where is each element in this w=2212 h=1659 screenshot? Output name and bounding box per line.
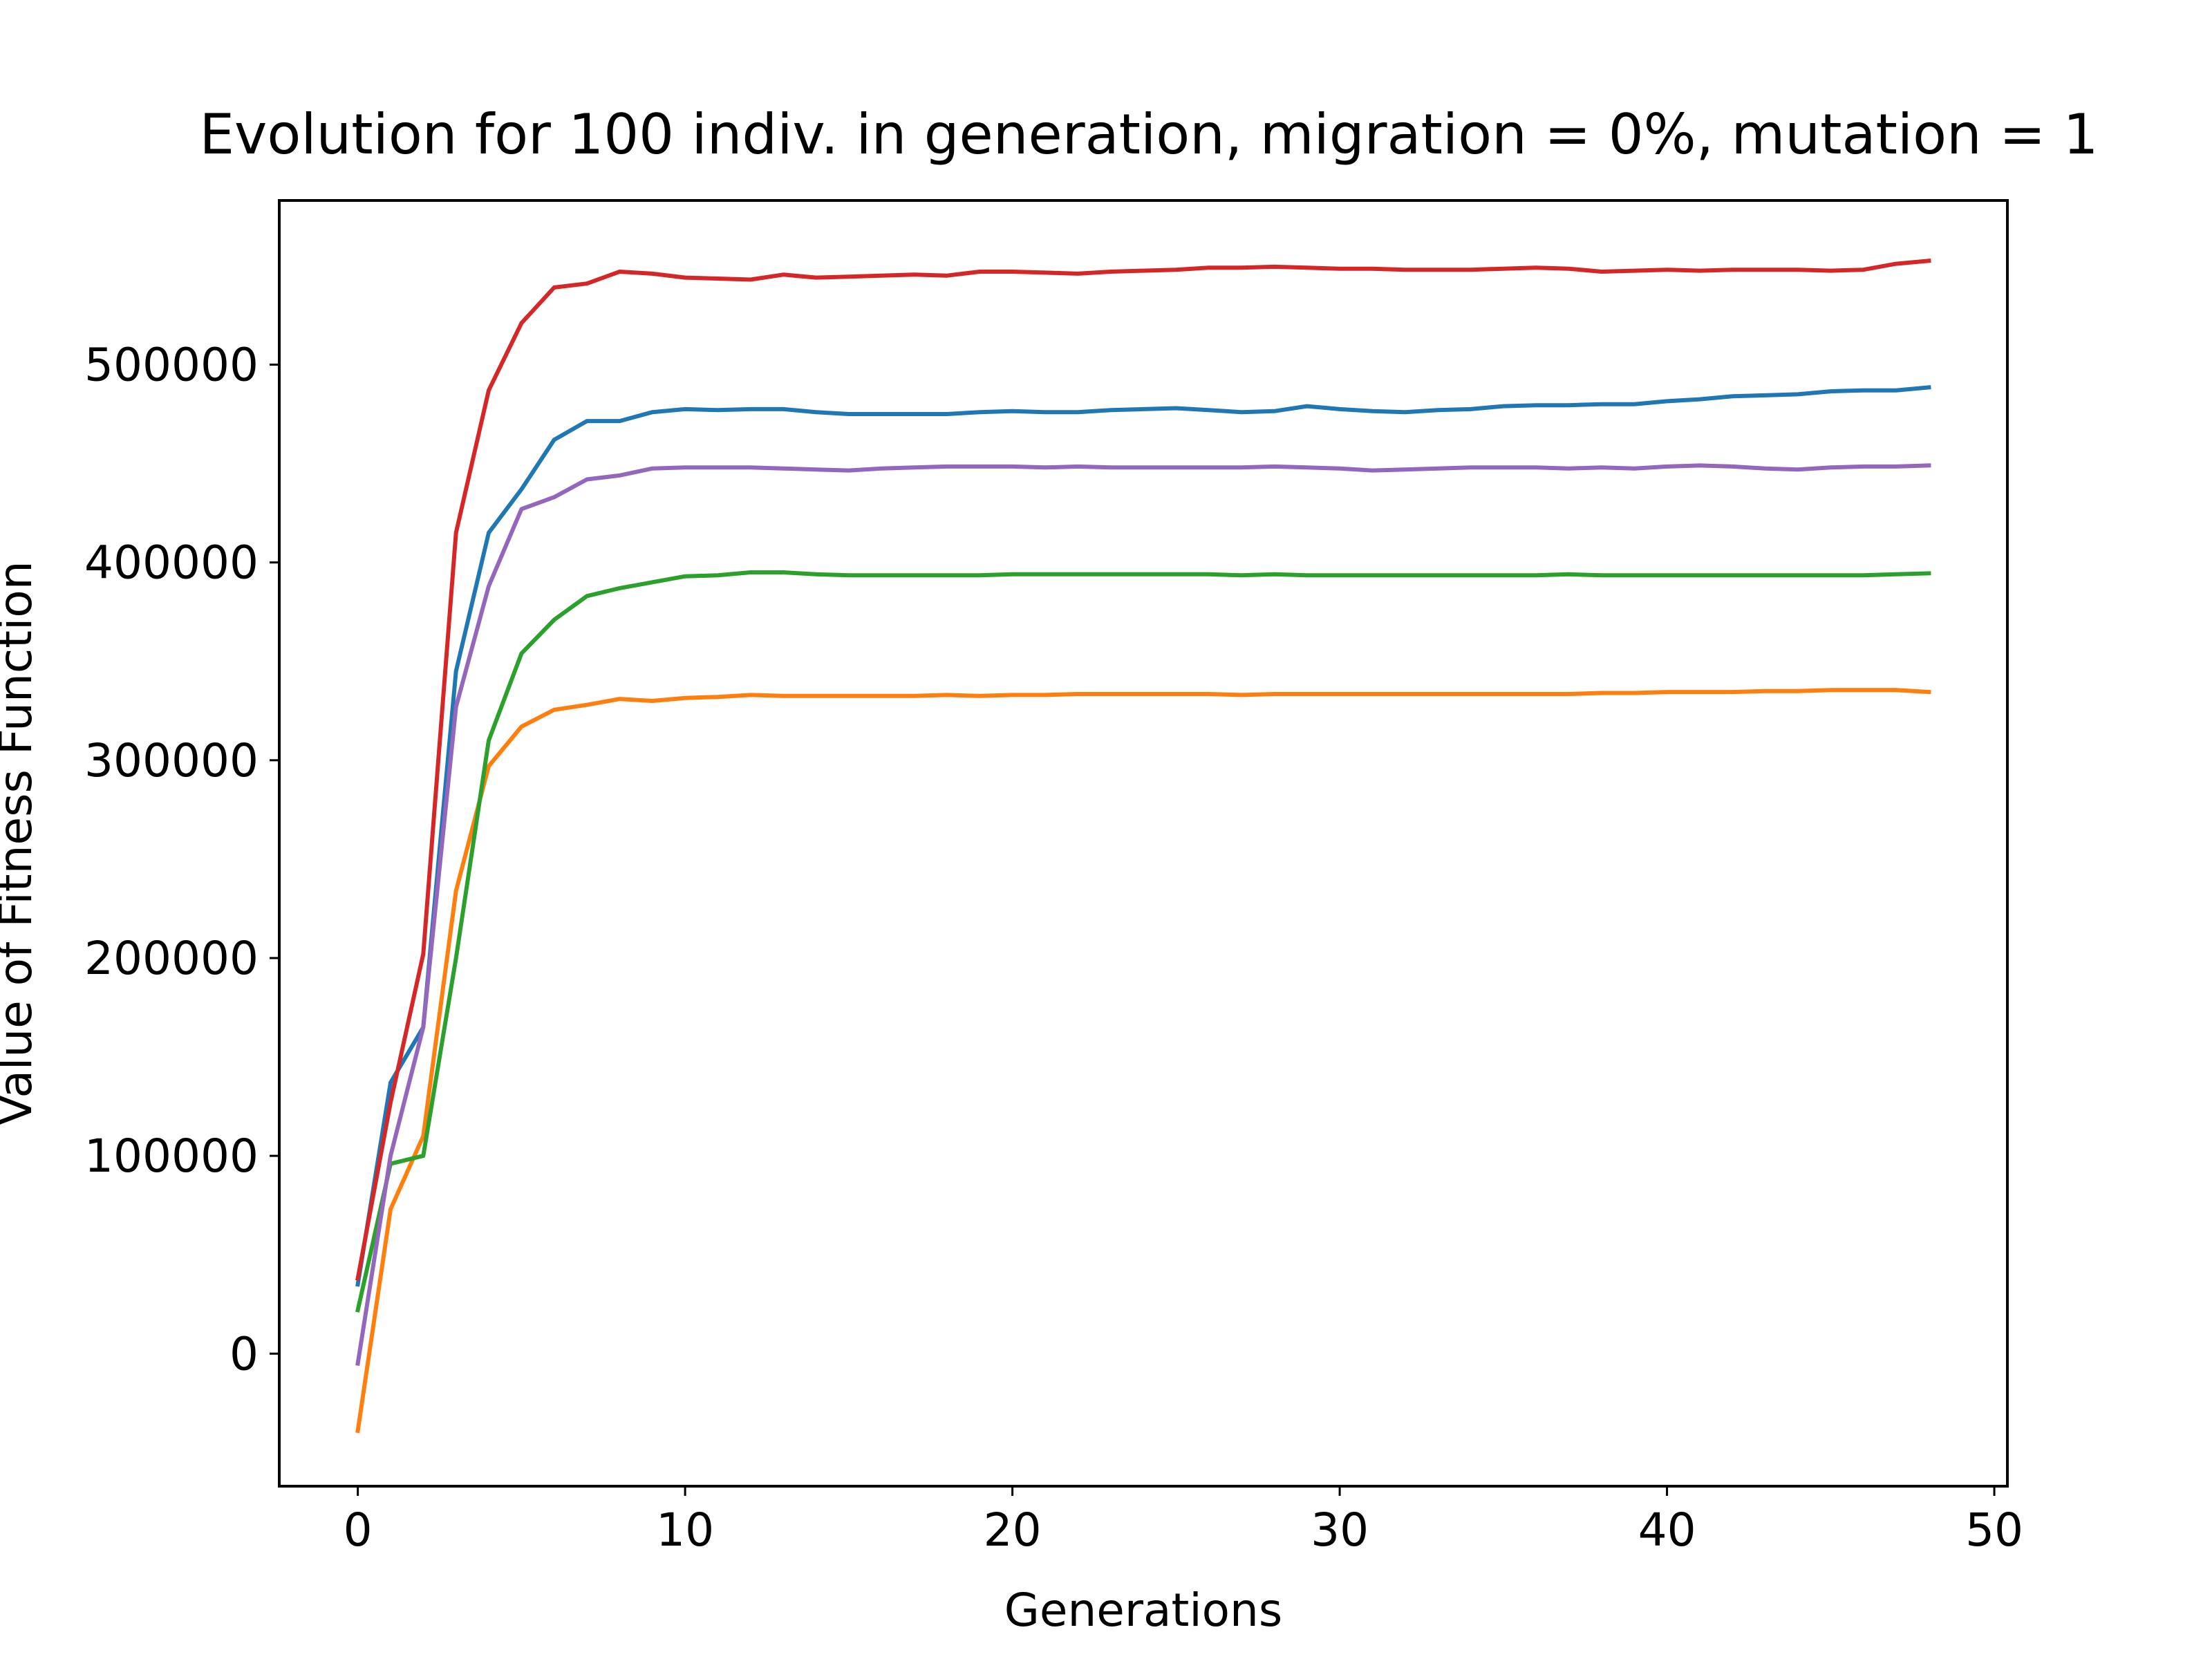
chart-title: Evolution for 100 indiv. in generation, … — [199, 102, 2098, 167]
plot-series — [355, 259, 1931, 1434]
y-tick-label: 300000 — [84, 734, 259, 787]
series-line-4 — [355, 259, 1931, 1281]
x-tick-label: 0 — [344, 1503, 373, 1557]
x-axis-label: Generations — [1004, 1584, 1283, 1637]
y-tick-label: 0 — [229, 1327, 259, 1380]
y-tick-label: 200000 — [84, 932, 259, 985]
x-tick-label: 40 — [1638, 1503, 1696, 1557]
y-tick-label: 400000 — [84, 536, 259, 590]
series-line-3 — [355, 570, 1931, 1313]
y-axis-label: Value of Fitness Function — [0, 561, 42, 1125]
series-line-1 — [355, 385, 1931, 1287]
x-tick-label: 20 — [984, 1503, 1042, 1557]
series-line-5 — [355, 463, 1931, 1367]
series-line-2 — [355, 688, 1931, 1434]
y-tick-label: 500000 — [84, 339, 259, 392]
x-axis: 0 10 20 30 40 50 — [344, 1486, 2023, 1557]
x-tick-label: 30 — [1311, 1503, 1369, 1557]
x-tick-label: 10 — [656, 1503, 714, 1557]
y-axis: 0 100000 200000 300000 400000 500000 — [84, 339, 279, 1380]
axes-frame — [278, 199, 2009, 1488]
x-tick-label: 50 — [1965, 1503, 2023, 1557]
y-tick-label: 100000 — [84, 1130, 259, 1183]
